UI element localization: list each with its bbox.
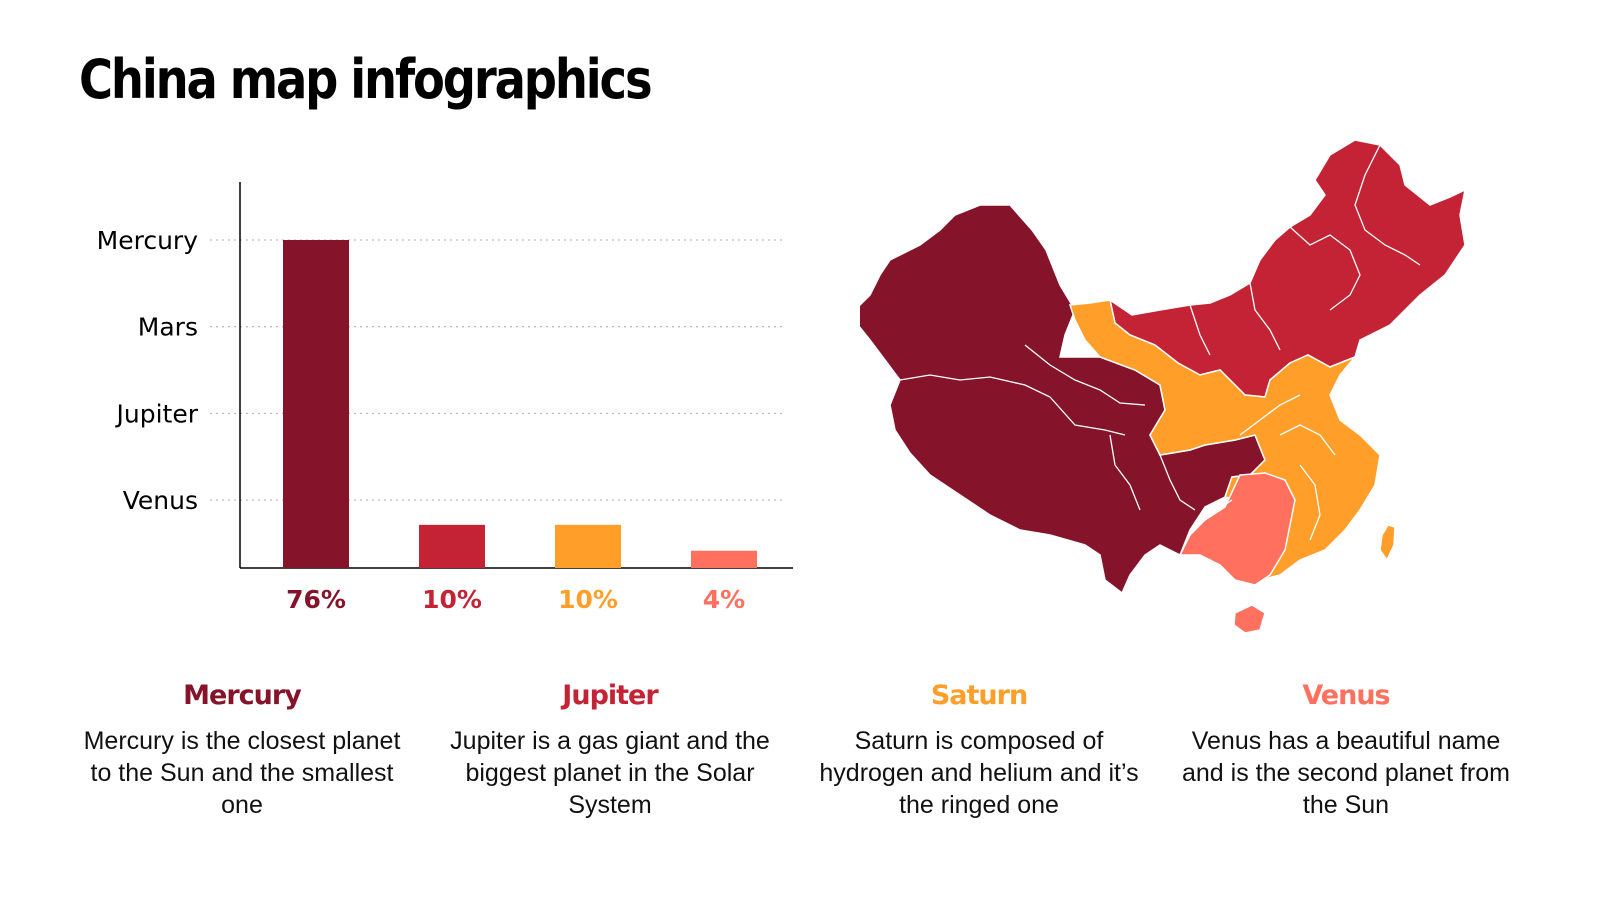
page-title: China map infographics xyxy=(79,48,653,111)
bar-value-label: 10% xyxy=(422,585,482,614)
bar-value-label: 76% xyxy=(286,585,346,614)
legend-title: Mercury xyxy=(183,680,302,711)
legend-description: Mercury is the closest planet to the Sun… xyxy=(83,727,401,819)
legend-title: Jupiter xyxy=(562,680,658,711)
china-map xyxy=(860,139,1467,634)
y-tick-label: Venus xyxy=(123,486,198,515)
legend-description: Jupiter is a gas giant and the biggest p… xyxy=(450,727,770,819)
legend-title: Saturn xyxy=(930,680,1028,711)
bar xyxy=(555,524,621,568)
legend-saturn: Saturn Saturn is composed of hydrogen an… xyxy=(809,680,1149,821)
legend-description: Venus has a beautiful name and is the se… xyxy=(1182,727,1510,819)
bar xyxy=(419,524,485,568)
y-tick-label: Jupiter xyxy=(115,399,199,428)
y-tick-label: Mars xyxy=(138,313,198,342)
legend-title: Venus xyxy=(1302,680,1390,711)
bar xyxy=(691,550,757,568)
legend-venus: Venus Venus has a beautiful name and is … xyxy=(1176,680,1516,821)
bar-value-label: 4% xyxy=(703,585,745,614)
bar-chart: Mercury Mars Jupiter Venus 76% 10% 10% 4% xyxy=(97,182,793,614)
legend-mercury: Mercury Mercury is the closest planet to… xyxy=(72,680,412,821)
legend-jupiter: Jupiter Jupiter is a gas giant and the b… xyxy=(440,680,780,821)
y-tick-label: Mercury xyxy=(97,226,199,255)
legend-description: Saturn is composed of hydrogen and heliu… xyxy=(819,727,1139,819)
map-region-hainan xyxy=(1233,604,1266,634)
map-province-borders xyxy=(899,144,1421,541)
bar xyxy=(283,240,349,568)
map-region-taiwan xyxy=(1379,524,1396,562)
bar-value-label: 10% xyxy=(558,585,618,614)
map-region-south xyxy=(1178,472,1296,586)
